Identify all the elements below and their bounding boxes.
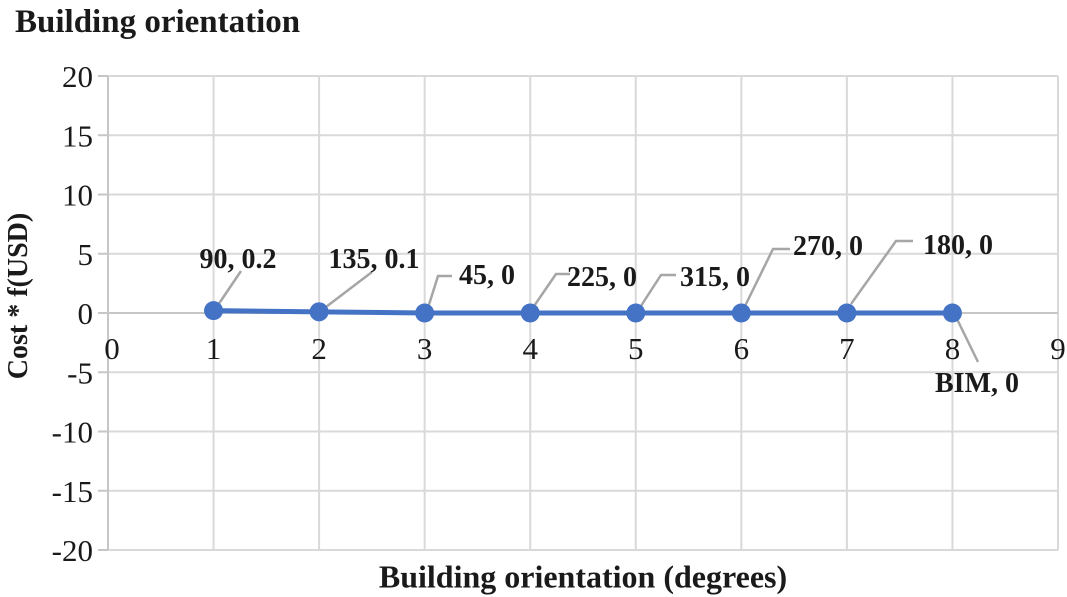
y-tick-label: 15 bbox=[62, 118, 93, 153]
y-tick-label: -10 bbox=[52, 415, 93, 450]
data-point-label: BIM, 0 bbox=[935, 368, 1019, 399]
x-tick-label: 9 bbox=[1050, 331, 1066, 366]
data-point-marker bbox=[520, 303, 540, 323]
data-point-label: 90, 0.2 bbox=[200, 244, 277, 275]
series-line bbox=[211, 308, 955, 316]
x-tick-label: 6 bbox=[734, 331, 750, 366]
data-label-leader bbox=[425, 274, 452, 312]
y-tick-label: 5 bbox=[78, 237, 94, 272]
data-label-leader bbox=[849, 239, 913, 305]
data-label-leader bbox=[530, 272, 570, 310]
data-point-label: 180, 0 bbox=[923, 230, 993, 261]
data-point-label: 270, 0 bbox=[793, 231, 863, 262]
data-point-marker bbox=[837, 303, 857, 323]
data-point-marker bbox=[309, 302, 329, 322]
y-tick-label: 10 bbox=[62, 178, 93, 213]
y-tick-label: 20 bbox=[62, 59, 93, 94]
y-tick-label: 0 bbox=[78, 296, 94, 331]
data-point-label: 45, 0 bbox=[459, 260, 515, 291]
data-point-marker bbox=[415, 303, 435, 323]
x-tick-label: 8 bbox=[945, 331, 961, 366]
data-label-leader bbox=[743, 247, 790, 307]
chart-title: Building orientation bbox=[15, 4, 301, 40]
y-tick-label: -20 bbox=[52, 533, 93, 568]
x-tick-label: 0 bbox=[104, 331, 120, 366]
data-point-marker bbox=[626, 303, 646, 323]
x-tick-label: 1 bbox=[206, 331, 222, 366]
x-axis-title: Building orientation (degrees) bbox=[378, 558, 788, 595]
data-point-label: 135, 0.1 bbox=[329, 244, 420, 275]
data-point-marker bbox=[204, 301, 224, 321]
data-point-label: 225, 0 bbox=[567, 262, 637, 293]
data-label-leader bbox=[321, 271, 373, 311]
data-label-leader bbox=[637, 273, 676, 310]
data-label-leader bbox=[954, 316, 980, 363]
data-point-label: 315, 0 bbox=[680, 262, 750, 293]
x-tick-label: 4 bbox=[522, 331, 538, 366]
x-tick-label: 2 bbox=[311, 331, 327, 366]
data-label-leader bbox=[214, 270, 243, 309]
x-tick-label: 5 bbox=[628, 331, 644, 366]
y-tick-label: -5 bbox=[67, 355, 93, 390]
data-point-marker bbox=[942, 303, 962, 323]
x-tick-label: 7 bbox=[839, 331, 855, 366]
y-tick-label: -15 bbox=[52, 474, 93, 509]
x-tick-label: 3 bbox=[417, 331, 433, 366]
data-point-marker bbox=[731, 303, 751, 323]
